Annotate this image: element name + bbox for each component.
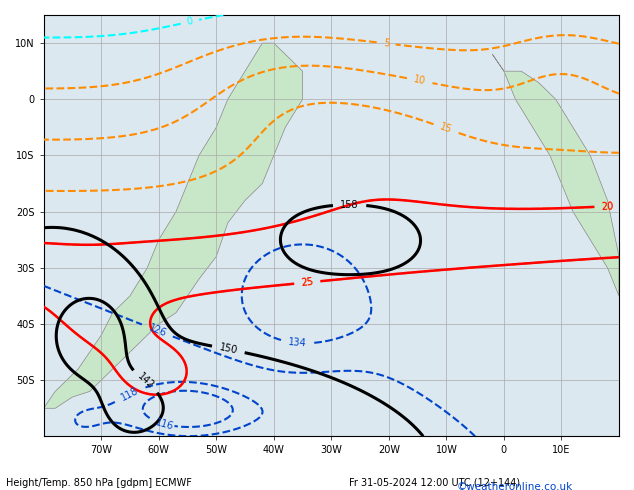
Text: 126: 126	[147, 322, 168, 339]
Text: 158: 158	[340, 200, 359, 210]
Text: 10: 10	[413, 74, 427, 87]
Text: 118: 118	[120, 385, 141, 402]
Text: 0: 0	[186, 16, 194, 27]
Text: 150: 150	[218, 343, 238, 356]
Text: 116: 116	[155, 417, 175, 432]
Text: 20: 20	[601, 201, 614, 212]
Text: 5: 5	[382, 38, 390, 49]
Text: 15: 15	[438, 122, 453, 135]
Text: 142: 142	[136, 371, 156, 391]
Text: 25: 25	[301, 277, 314, 288]
Text: 20: 20	[601, 201, 614, 212]
Text: 134: 134	[288, 337, 307, 349]
Text: 25: 25	[301, 277, 314, 288]
Text: Height/Temp. 850 hPa [gdpm] ECMWF: Height/Temp. 850 hPa [gdpm] ECMWF	[6, 478, 192, 488]
Text: ©weatheronline.co.uk: ©weatheronline.co.uk	[456, 483, 573, 490]
Text: Fr 31-05-2024 12:00 UTC (12+144): Fr 31-05-2024 12:00 UTC (12+144)	[349, 478, 520, 488]
Polygon shape	[493, 54, 619, 296]
Polygon shape	[44, 43, 302, 408]
